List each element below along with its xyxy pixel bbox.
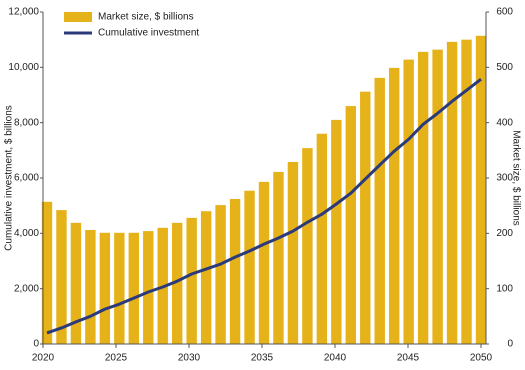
bar: [287, 161, 299, 344]
bar: [360, 91, 371, 345]
bar: [258, 181, 270, 344]
bar: [171, 222, 183, 344]
bar: [229, 199, 241, 344]
legend-label: Cumulative investment: [98, 28, 199, 39]
y-tick-label: 12,000: [8, 7, 39, 18]
y-tick-label: 6,000: [14, 173, 39, 184]
y-tick-label: 0: [33, 339, 39, 350]
bar: [273, 171, 284, 344]
line: [46, 78, 482, 335]
x-tick-label: 2040: [324, 353, 347, 364]
y2-tick-label: 600: [496, 7, 513, 18]
y-tick-label: 4,000: [14, 228, 39, 239]
y-tick-label: 10,000: [8, 62, 39, 73]
bar: [200, 211, 212, 344]
bar: [70, 222, 82, 344]
y2-tick-label: 400: [496, 117, 513, 128]
y2-tick-label: 500: [496, 62, 513, 73]
bar: [143, 231, 154, 344]
y-tick-label: 2,000: [14, 283, 39, 294]
x-tick-label: 2025: [105, 353, 128, 364]
bar: [475, 35, 487, 344]
bar: [114, 232, 125, 344]
y-axis-title: Cumulative investment, $ billions: [4, 105, 15, 251]
legend-label: Market size, $ billions: [98, 12, 194, 23]
bar: [446, 41, 458, 344]
x-tick-label: 2030: [178, 353, 201, 364]
x-tick-label: 2050: [470, 353, 493, 364]
bar: [388, 67, 400, 345]
bar: [41, 201, 53, 344]
bar: [302, 148, 313, 344]
legend-swatch: [64, 12, 92, 22]
x-tick-label: 2020: [32, 353, 55, 364]
bar: [316, 133, 328, 344]
bar: [215, 205, 226, 344]
bar: [56, 210, 67, 344]
y-tick-label: 8,000: [14, 117, 39, 128]
y2-tick-label: 100: [496, 283, 513, 294]
bar: [331, 119, 342, 345]
y2-tick-label: 200: [496, 228, 513, 239]
bar: [99, 232, 111, 344]
y2-tick-label: 300: [496, 173, 513, 184]
bar: [85, 230, 96, 344]
bar: [374, 77, 385, 344]
bar: [128, 232, 140, 344]
bar: [403, 59, 414, 344]
bar: [432, 49, 443, 344]
y2-tick-label: 0: [507, 339, 513, 350]
bar: [244, 190, 255, 344]
bar: [345, 106, 357, 344]
bar: [417, 51, 429, 345]
x-tick-label: 2035: [251, 353, 274, 364]
y2-axis-title: Market size, $ billions: [510, 130, 521, 226]
x-tick-label: 2045: [397, 353, 420, 364]
bar: [186, 217, 197, 344]
bar: [461, 39, 472, 345]
